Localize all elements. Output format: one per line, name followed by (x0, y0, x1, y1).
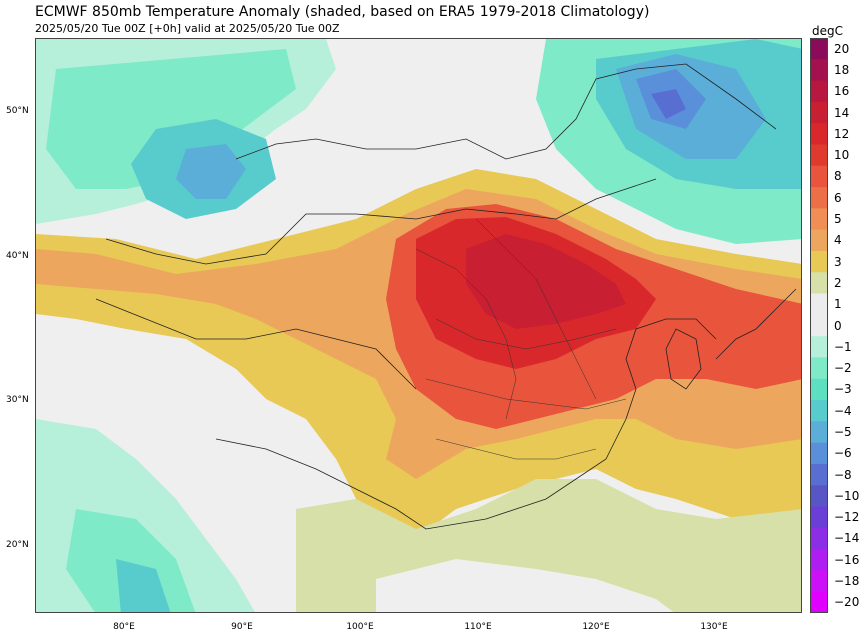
colorbar-segment (810, 378, 828, 401)
anomaly-map (35, 38, 802, 613)
colorbar-tick-label: 20 (834, 41, 850, 56)
colorbar-tick-label: −1 (834, 339, 852, 354)
colorbar-segment (810, 357, 828, 380)
colorbar-segment (810, 187, 828, 209)
colorbar-segment (810, 421, 828, 444)
colorbar-tick-label: 18 (834, 62, 850, 77)
lon-label-100: 100°E (346, 622, 374, 632)
lat-label-50: 50°N (6, 106, 29, 116)
colorbar-tick-label: −8 (834, 467, 852, 482)
colorbar-tick-label: 1 (834, 297, 842, 312)
colorbar-segment (810, 527, 828, 550)
colorbar-tick-label: −2 (834, 361, 852, 376)
colorbar-segment (810, 570, 828, 593)
colorbar-tick-label: 2 (834, 275, 842, 290)
country-borders (95, 63, 797, 530)
colorbar-segment (810, 485, 828, 508)
colorbar-border (810, 38, 828, 613)
colorbar-segment (810, 80, 828, 103)
colorbar-tick-label: −14 (834, 531, 860, 546)
colorbar-segment (810, 591, 828, 613)
colorbar-unit: degC (812, 24, 843, 38)
colorbar-segment (810, 123, 828, 145)
colorbar-segment (810, 336, 828, 358)
colorbar-segment (810, 101, 828, 124)
colorbar-segment (810, 272, 828, 295)
colorbar-segment (810, 229, 828, 252)
chart-subtitle: 2025/05/20 Tue 00Z [+0h] valid at 2025/0… (35, 22, 340, 35)
lat-label-20: 20°N (6, 540, 29, 550)
neutral-region-plateau (106, 339, 356, 559)
colorbar-segment (810, 506, 828, 529)
colorbar-tick-label: 6 (834, 190, 842, 205)
colorbar-tick-label: 4 (834, 233, 842, 248)
colorbar-segment (810, 165, 828, 188)
colorbar-tick-label: 5 (834, 212, 842, 227)
colorbar-tick-label: −3 (834, 382, 852, 397)
lon-label-110: 110°E (464, 622, 492, 632)
cool-region-northwest-core (46, 49, 296, 189)
colorbar-tick-label: 0 (834, 318, 842, 333)
colorbar-tick-label: −6 (834, 446, 852, 461)
colorbar-tick-label: 16 (834, 84, 850, 99)
colorbar-segment (810, 442, 828, 465)
colorbar-tick-label: −10 (834, 488, 860, 503)
colorbar-tick-label: −16 (834, 552, 860, 567)
colorbar-segment (810, 463, 828, 486)
colorbar-tick-label: −20 (834, 595, 860, 610)
lat-label-30: 30°N (6, 395, 29, 405)
lat-label-40: 40°N (6, 251, 29, 261)
colorbar-segment (810, 144, 828, 167)
colorbar-tick-label: 14 (834, 105, 850, 120)
lon-label-80: 80°E (113, 622, 135, 632)
colorbar-segment (810, 250, 828, 273)
lon-label-120: 120°E (582, 622, 610, 632)
colorbar-segment (810, 59, 828, 82)
colorbar-segment (810, 400, 828, 422)
colorbar-tick-label: −18 (834, 574, 860, 589)
colorbar-tick-label: −12 (834, 510, 860, 525)
lon-label-90: 90°E (231, 622, 253, 632)
colorbar-segment (810, 208, 828, 231)
colorbar-tick-label: 12 (834, 126, 850, 141)
colorbar-tick-label: 8 (834, 169, 842, 184)
colorbar-segment (810, 549, 828, 571)
chart-title: ECMWF 850mb Temperature Anomaly (shaded,… (35, 4, 650, 20)
colorbar-segment (810, 38, 828, 60)
colorbar (810, 38, 828, 613)
colorbar-tick-label: 3 (834, 254, 842, 269)
colorbar-tick-label: 10 (834, 148, 850, 163)
lon-label-130: 130°E (700, 622, 728, 632)
colorbar-segment (810, 293, 828, 316)
colorbar-tick-label: −4 (834, 403, 852, 418)
colorbar-tick-label: −5 (834, 424, 852, 439)
colorbar-segment (810, 314, 828, 337)
province-borders (415, 218, 627, 460)
